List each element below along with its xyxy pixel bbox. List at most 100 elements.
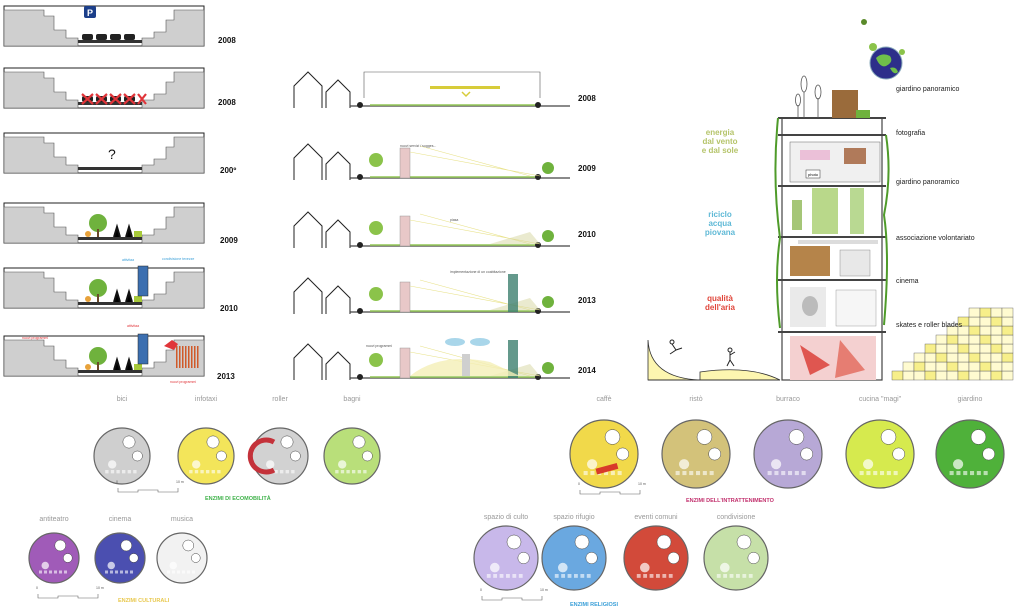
scale-bar-religious	[481, 596, 543, 601]
enzyme-cultural-0	[28, 532, 80, 584]
site-note-1: piasa	[450, 218, 459, 222]
site-note-3: nuovi programmi	[366, 344, 393, 348]
floor-label-association: associazione volontariato	[896, 235, 975, 242]
scale-ten-entertainment: 10 m	[638, 482, 646, 486]
floor-label-skates: skates e roller blades	[896, 322, 963, 329]
year-label-2: 200º	[220, 166, 237, 175]
small-label-2: attivitaa	[127, 324, 140, 328]
enzyme-caption-cultural-2: musica	[170, 516, 194, 523]
small-label-3: nuovi programmi	[22, 336, 49, 340]
enzyme-entertainment-3	[845, 419, 915, 489]
enzyme-caption-cultural-0: antiteatro	[39, 516, 69, 523]
enzyme-category-entertainment: ENZIMI DELL'INTRATTENIMENTO	[686, 498, 774, 504]
floor-label-roof-garden: giardino panoramico	[896, 86, 960, 93]
site-section-3	[293, 274, 570, 314]
street-section-1	[3, 67, 205, 109]
enzyme-religious-3	[703, 525, 769, 591]
enzyme-cultural-1	[94, 532, 146, 584]
scale-zero-mobility: 0	[116, 480, 118, 484]
enzyme-entertainment-0	[569, 419, 639, 489]
strategy-water: riciclo acqua piovana	[704, 210, 736, 237]
site-note-2: implementazione di un coabitazione	[450, 270, 506, 274]
enzyme-caption-religious-1: spazio rifugio	[553, 514, 595, 521]
year-label-5: 2013	[217, 372, 235, 381]
site-section-2	[293, 211, 570, 248]
enzymes-area: bici infotaxi roller bagni 0 10 m ENZIMI DI EC…	[0, 390, 1024, 614]
site-note-0: nuovi servizi / sugges...	[400, 144, 437, 148]
street-section-2: ?	[3, 132, 205, 174]
enzyme-mobility-1	[177, 427, 235, 485]
enzyme-mobility-3	[323, 427, 381, 485]
site-section-0	[293, 71, 570, 108]
enzyme-religious-0	[473, 525, 539, 591]
globe-icon	[861, 19, 905, 80]
scale-zero-entertainment: 0	[578, 482, 580, 486]
street-section-4	[3, 265, 205, 309]
enzyme-caption-religious-3: condivisione	[716, 514, 756, 521]
photo-tag: photo	[808, 172, 819, 177]
site-year-1: 2009	[578, 164, 596, 173]
enzyme-entertainment-1	[661, 419, 731, 489]
scale-bar-entertainment	[579, 490, 641, 495]
floor-label-cinema: cinema	[896, 278, 919, 285]
enzyme-caption-mobility-1: infotaxi	[194, 396, 218, 403]
year-label-1: 2008	[218, 98, 236, 107]
site-year-0: 2008	[578, 94, 596, 103]
scale-ten-cultural: 10 m	[96, 586, 104, 590]
enzyme-category-mobility: ENZIMI DI ECOMOBILITÀ	[205, 496, 271, 502]
year-label-3: 2009	[220, 236, 238, 245]
scale-bar-mobility	[117, 488, 179, 493]
enzyme-category-cultural: ENZIMI CULTURALI	[118, 598, 170, 604]
year-label-4: 2010	[220, 304, 238, 313]
site-section-4	[293, 338, 570, 380]
small-label-0: attivitaa	[122, 258, 135, 262]
enzyme-religious-1	[541, 525, 607, 591]
enzyme-caption-mobility-0: bici	[116, 396, 128, 403]
enzymes-entertainment	[569, 419, 1005, 495]
scale-bar-cultural	[37, 594, 99, 599]
small-label-1: condivisione tevezze	[162, 257, 195, 261]
enzyme-mobility-0	[93, 427, 151, 485]
enzyme-caption-entertainment-4: giardino	[957, 396, 983, 403]
enzyme-entertainment-2	[753, 419, 823, 489]
strategy-air: qualità dell'aria	[705, 294, 735, 312]
enzyme-caption-entertainment-0: caffè	[596, 396, 612, 403]
site-year-2: 2010	[578, 230, 596, 239]
site-year-3: 2013	[578, 296, 596, 305]
enzyme-caption-cultural-1: cinema	[108, 516, 132, 523]
scale-zero-religious: 0	[480, 588, 482, 592]
enzyme-caption-religious-2: eventi comuni	[634, 514, 678, 521]
street-section-5	[3, 333, 205, 377]
site-section-1	[293, 143, 570, 180]
scale-ten-mobility: 10 m	[176, 480, 184, 484]
svg-text:P: P	[87, 8, 93, 18]
enzyme-caption-mobility-2: roller	[272, 396, 288, 403]
enzyme-entertainment-4	[935, 419, 1005, 489]
street-sections-column: P 2008 2008? 200º 2009 2010 2013 attivitaa condi…	[0, 0, 260, 390]
floor-label-garden: giardino panoramico	[896, 179, 960, 186]
strategy-energy: energia dal vento e dal sole	[701, 128, 739, 155]
enzyme-caption-religious-0: spazio di culto	[483, 514, 529, 521]
enzymes-mobility	[93, 427, 381, 493]
enzyme-religious-2	[623, 525, 689, 591]
site-sections-column: 2008 2009 2010 2013 2014 nuovi servizi / sugg…	[290, 60, 610, 390]
year-label-0: 2008	[218, 36, 236, 45]
small-label-4: nuovi programmi	[170, 380, 197, 384]
building-drawing: photo	[647, 19, 1014, 381]
enzyme-caption-entertainment-1: ristò	[689, 396, 703, 403]
scale-ten-religious: 10 m	[540, 588, 548, 592]
street-section-0: P	[3, 5, 205, 47]
enzymes-religious	[473, 525, 769, 601]
enzyme-caption-entertainment-3: cucina "magi"	[858, 396, 902, 403]
street-section-3	[3, 202, 205, 244]
enzyme-cultural-2	[156, 532, 208, 584]
vertical-building-section: photo energia dal vento e dal sole riciclo…	[640, 10, 1024, 382]
site-year-4: 2014	[578, 366, 596, 375]
enzyme-caption-mobility-3: bagni	[343, 396, 361, 403]
scale-zero-cultural: 0	[36, 586, 38, 590]
enzyme-mobility-2	[247, 427, 309, 485]
floor-label-photography: fotografia	[896, 130, 926, 137]
enzymes-cultural	[28, 532, 208, 599]
enzyme-category-religious: ENZIMI RELIGIOSI	[570, 602, 618, 608]
enzyme-caption-entertainment-2: burraco	[776, 396, 800, 403]
